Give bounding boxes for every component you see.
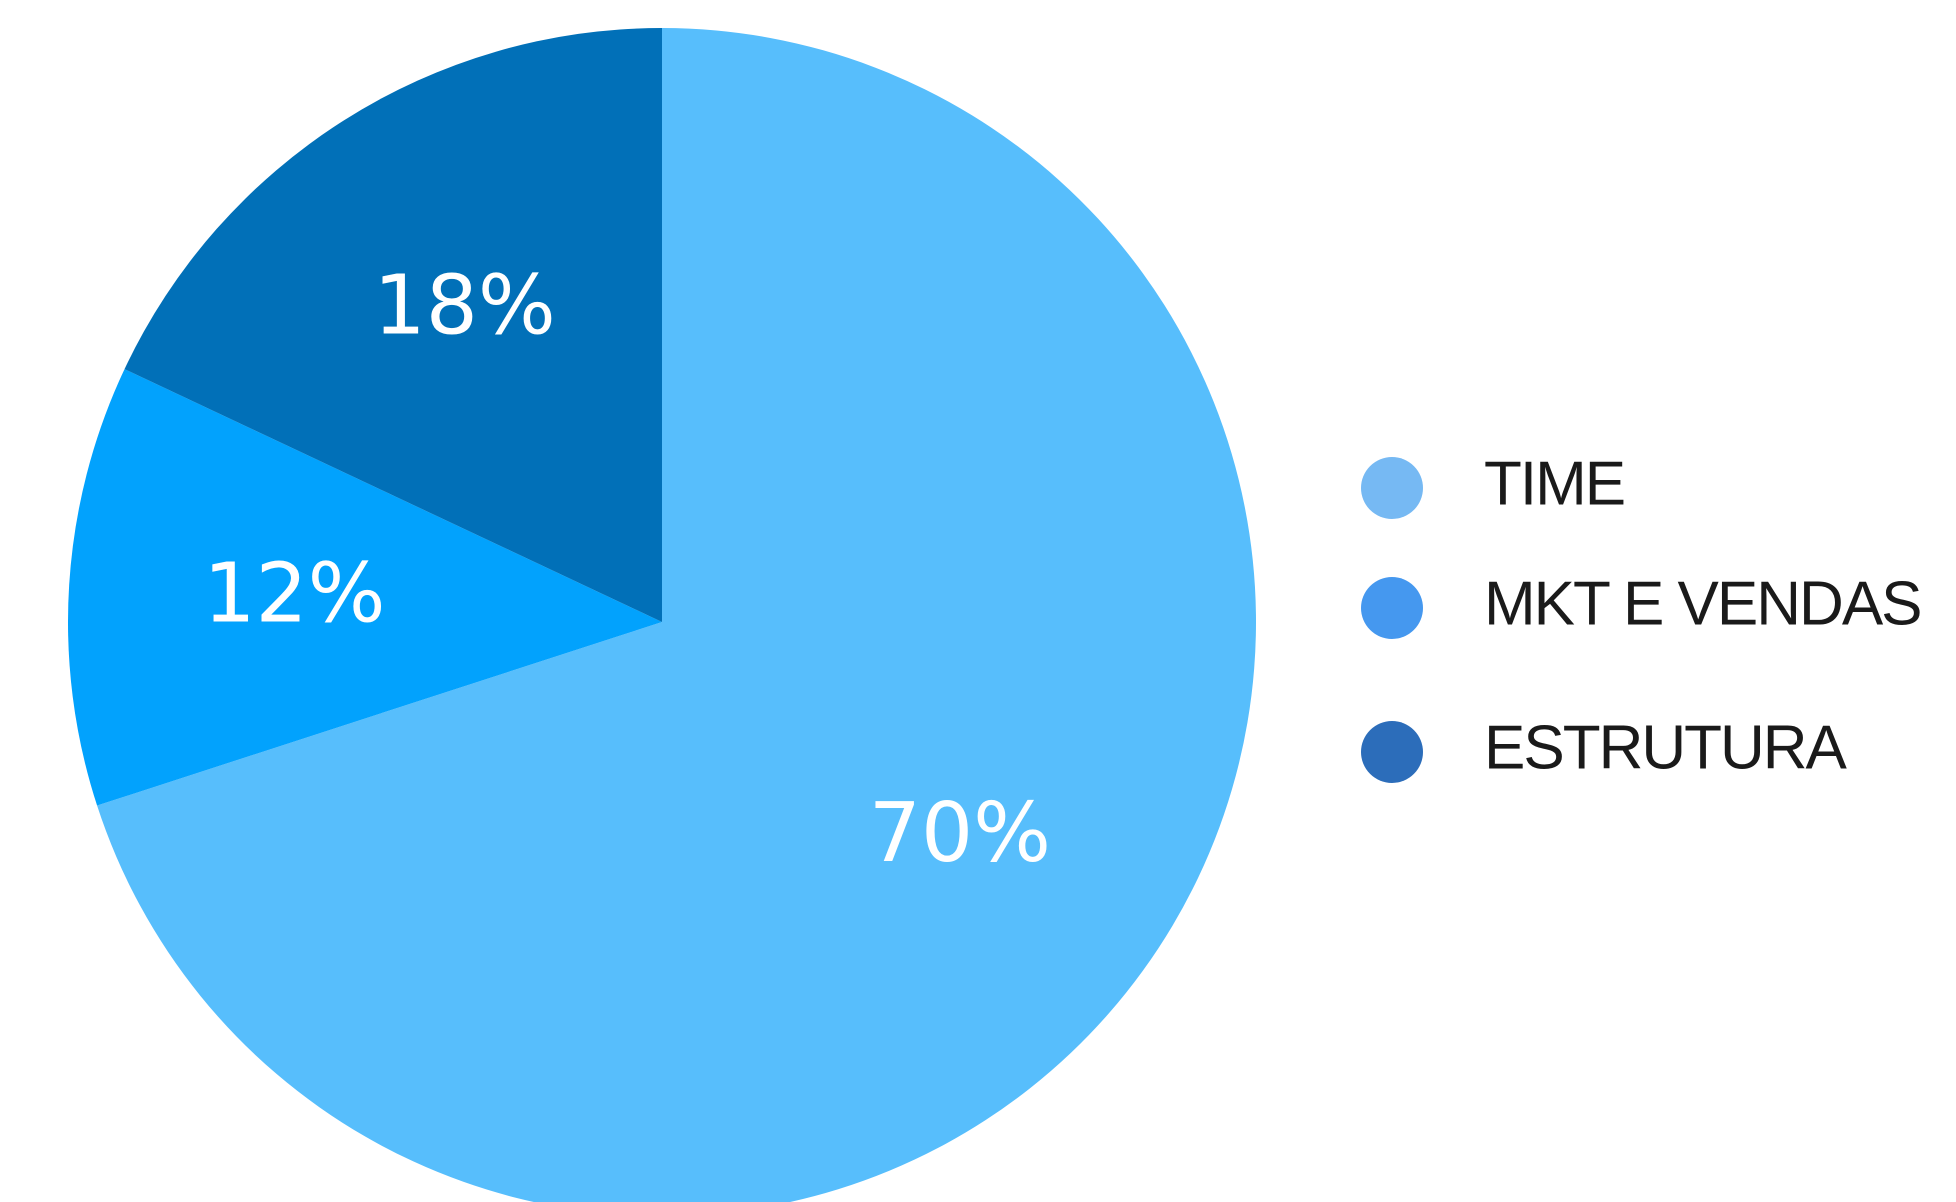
legend-label-time: TIME [1484,449,1624,518]
legend: TIME MKT E VENDAS ESTRUTURA [1361,449,1923,783]
legend-marker-mkt-e-vendas [1361,577,1423,639]
legend-marker-time [1361,457,1423,519]
slice-label-estrutura: 18% [374,259,556,354]
slice-label-time: 70% [869,786,1051,881]
legend-label-mkt-e-vendas: MKT E VENDAS [1484,569,1921,638]
pie-slice-estrutura [124,28,663,622]
pie-slice-labels: 70% 12% 18% [203,259,1051,881]
slice-label-mkt-e-vendas: 12% [203,546,385,641]
pie-slice-mkt-e-vendas [67,369,662,806]
pie-slices [67,28,1256,1202]
legend-label-estrutura: ESTRUTURA [1484,713,1848,782]
pie-slice-time [97,28,1256,1202]
legend-marker-estrutura [1361,721,1423,783]
